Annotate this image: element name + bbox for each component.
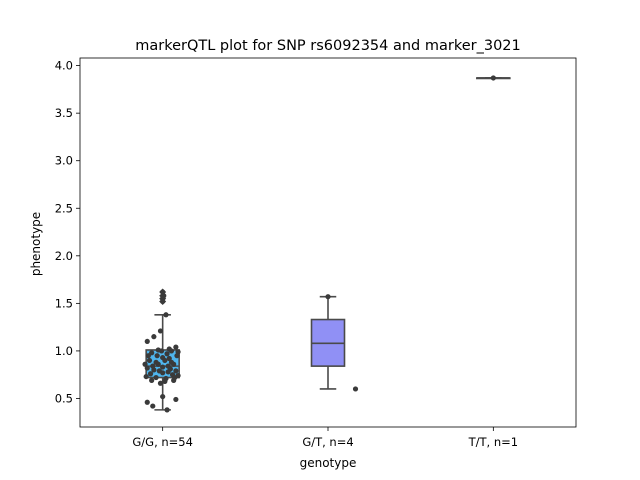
data-point (165, 369, 171, 375)
data-point (149, 377, 155, 383)
data-point (144, 399, 150, 405)
data-point (142, 361, 148, 367)
data-point (143, 373, 149, 380)
data-point (151, 367, 157, 373)
y-tick-label: 1.5 (55, 296, 73, 310)
x-tick-label: G/G, n=54 (132, 435, 193, 449)
data-point (153, 374, 159, 381)
data-point (168, 348, 175, 354)
data-point (160, 370, 166, 376)
data-point (155, 361, 161, 367)
data-point (160, 364, 166, 370)
y-tick-label: 4.0 (55, 59, 73, 73)
data-point (144, 338, 150, 345)
data-point (166, 355, 172, 362)
data-point (490, 75, 496, 81)
data-point (157, 328, 164, 334)
data-point (158, 348, 165, 354)
data-point (165, 363, 171, 369)
data-point (173, 396, 179, 403)
data-point (154, 353, 160, 359)
data-point (163, 312, 169, 318)
data-point (162, 357, 168, 364)
data-point (147, 371, 154, 377)
data-point (160, 289, 166, 295)
data-point (168, 359, 175, 365)
y-tick-label: 3.0 (55, 154, 73, 168)
data-point (157, 380, 164, 386)
y-tick-label: 2.5 (55, 201, 73, 215)
plot-area: 0.5 1.0 1.5 2.0 2.5 3.0 3.5 4.0 G/G, n=54 G/T, n=… (55, 57, 577, 449)
data-point (160, 393, 166, 400)
x-tick-label: G/T, n=4 (302, 435, 353, 449)
x-axis-label: genotype (300, 456, 357, 470)
y-tick-label: 0.5 (55, 391, 73, 405)
y-axis-label: phenotype (29, 212, 43, 276)
data-point (146, 357, 153, 364)
data-point (172, 374, 178, 381)
data-point (164, 407, 170, 413)
data-point (162, 378, 168, 384)
data-point (150, 403, 156, 409)
data-point (164, 351, 170, 357)
y-tick-label: 3.5 (55, 106, 73, 120)
y-tick-label: 1.0 (55, 344, 73, 358)
x-tick-label: T/T, n=1 (468, 435, 518, 449)
data-point (174, 353, 180, 359)
y-tick-label: 2.0 (55, 249, 73, 263)
data-point (325, 294, 331, 300)
data-point (145, 353, 151, 359)
data-point (173, 344, 179, 350)
data-point (352, 386, 359, 392)
data-point (151, 334, 157, 340)
data-point (173, 368, 179, 374)
data-point (144, 365, 150, 371)
axes-frame (79, 57, 577, 428)
chart-title: markerQTL plot for SNP rs6092354 and mar… (135, 38, 521, 54)
